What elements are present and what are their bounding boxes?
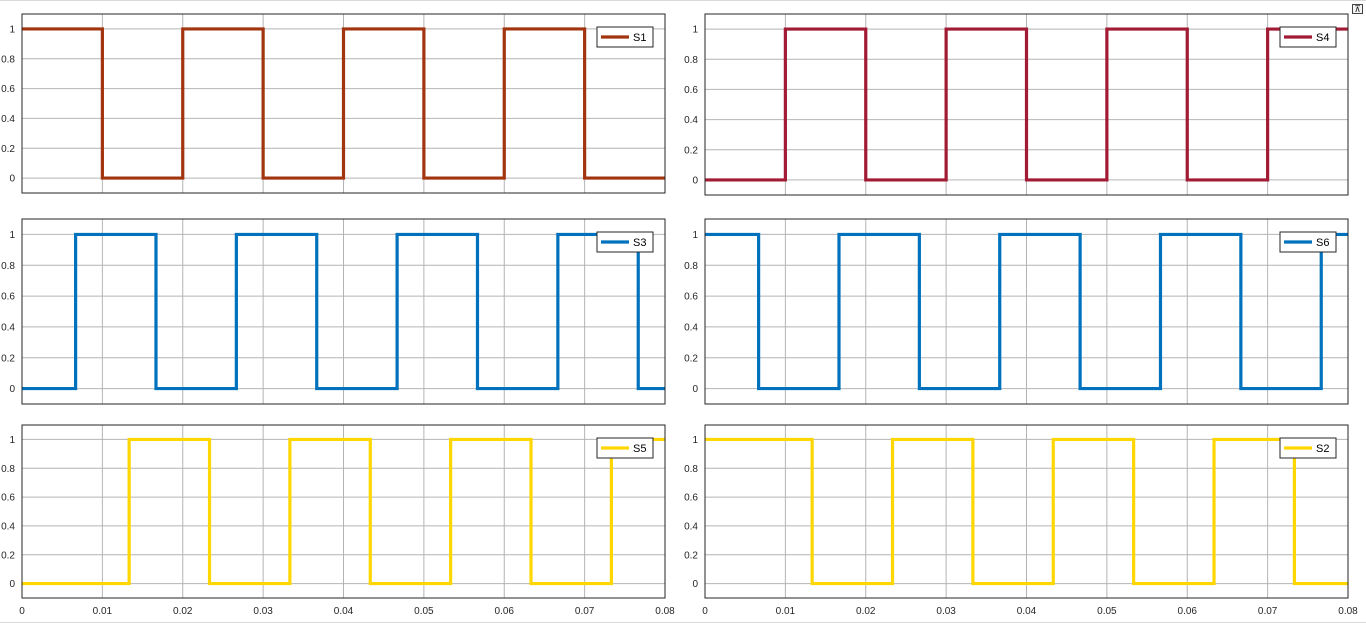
- x-tick-label: 0.04: [334, 606, 354, 617]
- y-tick-label: 0.4: [684, 521, 698, 532]
- y-tick-label: 0.2: [1, 550, 15, 561]
- x-tick-label: 0.05: [414, 606, 434, 617]
- x-tick-label: 0.06: [1178, 606, 1198, 617]
- series-line-s3: [22, 232, 665, 391]
- y-tick-label: 0.8: [684, 464, 698, 475]
- restore-icon: ⊼: [1354, 4, 1361, 14]
- y-tick-label: 0.4: [1, 114, 15, 125]
- x-tick-label: 0.02: [173, 606, 193, 617]
- series-line-s5: [22, 437, 665, 586]
- y-tick-label: 0.6: [684, 493, 698, 504]
- y-tick-label: 0: [9, 579, 15, 590]
- y-tick-label: 0.2: [684, 550, 698, 561]
- y-tick-label: 0: [9, 384, 15, 395]
- series-line-s2: [705, 437, 1348, 586]
- series-line-s6: [705, 232, 1348, 391]
- y-tick-label: 0: [692, 175, 698, 186]
- legend-label: S2: [1316, 443, 1329, 455]
- legend-label: S4: [1316, 32, 1329, 44]
- restore-button[interactable]: ⊼: [1352, 4, 1363, 14]
- y-tick-label: 1: [692, 230, 698, 241]
- x-tick-label: 0: [702, 606, 708, 617]
- x-tick-label: 0.08: [1338, 606, 1358, 617]
- y-tick-label: 0.2: [1, 144, 15, 155]
- y-tick-label: 0.6: [684, 85, 698, 96]
- legend-label: S5: [633, 443, 646, 455]
- axes-border: [704, 218, 1349, 405]
- x-tick-label: 0: [19, 606, 25, 617]
- x-tick-label: 0.07: [575, 606, 595, 617]
- axes-1: 0 0.2 0.4 0.6 0.8 1 S1: [1, 13, 666, 194]
- y-tick-label: 0.8: [1, 54, 15, 65]
- x-tick-label: 0.01: [93, 606, 113, 617]
- y-tick-label: 0.2: [1, 353, 15, 364]
- axes-2: 0 0.2 0.4 0.6 0.8 1 S4: [684, 13, 1349, 196]
- axes-4: 0 0.2 0.4 0.6 0.8 1 S6: [684, 218, 1349, 405]
- y-tick-label: 0.4: [1, 322, 15, 333]
- bottom-divider: [0, 622, 1366, 623]
- axes-5: 0 0.2 0.4 0.6 0.8 1 0 0.01 0.02 0.03 0.04 0.05 0.06 0…: [1, 424, 675, 617]
- axes-border: [704, 13, 1349, 196]
- y-tick-label: 0.8: [1, 261, 15, 272]
- series-line-s4: [705, 27, 1348, 182]
- axes-border: [704, 424, 1349, 599]
- x-tick-label: 0.01: [776, 606, 796, 617]
- y-tick-label: 1: [692, 435, 698, 446]
- y-tick-label: 0: [9, 174, 15, 185]
- series-line-s1: [22, 27, 665, 180]
- y-tick-label: 0.4: [684, 115, 698, 126]
- legend-label: S3: [633, 237, 646, 249]
- y-tick-label: 0.8: [1, 464, 15, 475]
- y-tick-label: 1: [9, 24, 15, 35]
- y-tick-label: 0.4: [684, 322, 698, 333]
- y-tick-label: 0.4: [1, 521, 15, 532]
- y-tick-label: 0.6: [684, 292, 698, 303]
- y-tick-label: 0.8: [684, 261, 698, 272]
- legend-label: S1: [633, 32, 646, 44]
- y-tick-label: 1: [9, 230, 15, 241]
- axes-border: [21, 13, 666, 194]
- y-tick-label: 0.6: [1, 84, 15, 95]
- axes-3: 0 0.2 0.4 0.6 0.8 1 S3: [1, 218, 666, 405]
- y-tick-label: 0.2: [684, 353, 698, 364]
- y-tick-label: 0: [692, 579, 698, 590]
- y-tick-label: 0.8: [684, 55, 698, 66]
- y-tick-label: 0.6: [1, 493, 15, 504]
- y-tick-label: 1: [692, 25, 698, 36]
- top-divider: [0, 0, 1366, 1]
- axes-border: [21, 218, 666, 405]
- y-tick-label: 0.6: [1, 292, 15, 303]
- axes-6: 0 0.2 0.4 0.6 0.8 1 0 0.01 0.02 0.03 0.04 0.05 0.06 0…: [684, 424, 1358, 617]
- y-tick-label: 1: [9, 435, 15, 446]
- x-tick-label: 0.06: [495, 606, 515, 617]
- x-tick-label: 0.05: [1097, 606, 1117, 617]
- x-tick-label: 0.02: [856, 606, 876, 617]
- axes-border: [21, 424, 666, 599]
- x-tick-label: 0.03: [253, 606, 273, 617]
- x-tick-label: 0.07: [1258, 606, 1278, 617]
- y-tick-label: 0: [692, 384, 698, 395]
- legend-label: S6: [1316, 237, 1329, 249]
- x-tick-label: 0.08: [655, 606, 675, 617]
- x-tick-label: 0.03: [936, 606, 956, 617]
- x-tick-label: 0.04: [1017, 606, 1037, 617]
- y-tick-label: 0.2: [684, 145, 698, 156]
